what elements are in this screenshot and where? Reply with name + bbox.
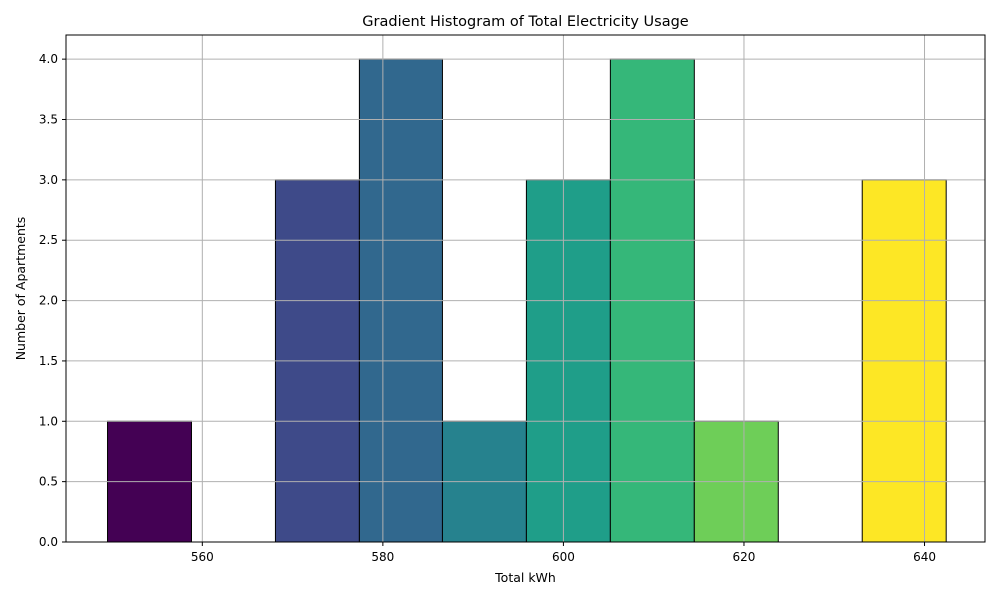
y-tick-label-1: 0.0 (39, 535, 58, 549)
y-tick-label-6: 2.5 (39, 233, 58, 247)
y-axis-ticks: 0.0 0.5 1.0 1.5 2.0 2.5 3.0 3.5 4.0 (39, 52, 66, 549)
y-tick-label-9: 4.0 (39, 52, 58, 66)
x-tick-label-1: 560 (191, 550, 214, 564)
x-axis-label: Total kWh (494, 570, 556, 585)
x-axis-ticks: 560 580 600 620 640 (191, 542, 936, 564)
x-tick-label-3: 600 (552, 550, 575, 564)
x-tick-label-2: 580 (371, 550, 394, 564)
plot-frame (65, 34, 986, 543)
y-tick-label-3: 1.0 (39, 414, 58, 428)
x-tick-label-4: 620 (733, 550, 756, 564)
grid-lines (66, 35, 985, 543)
x-tick-label-5: 640 (913, 550, 936, 564)
chart-title: Gradient Histogram of Total Electricity … (362, 14, 688, 30)
y-axis-label: Number of Apartments (13, 217, 28, 361)
y-tick-label-5: 2.0 (39, 294, 58, 308)
y-tick-label-4: 1.5 (39, 354, 58, 368)
y-tick-label-2: 0.5 (39, 475, 58, 489)
y-tick-label-7: 3.0 (39, 173, 58, 187)
y-tick-label-8: 3.5 (39, 113, 58, 127)
